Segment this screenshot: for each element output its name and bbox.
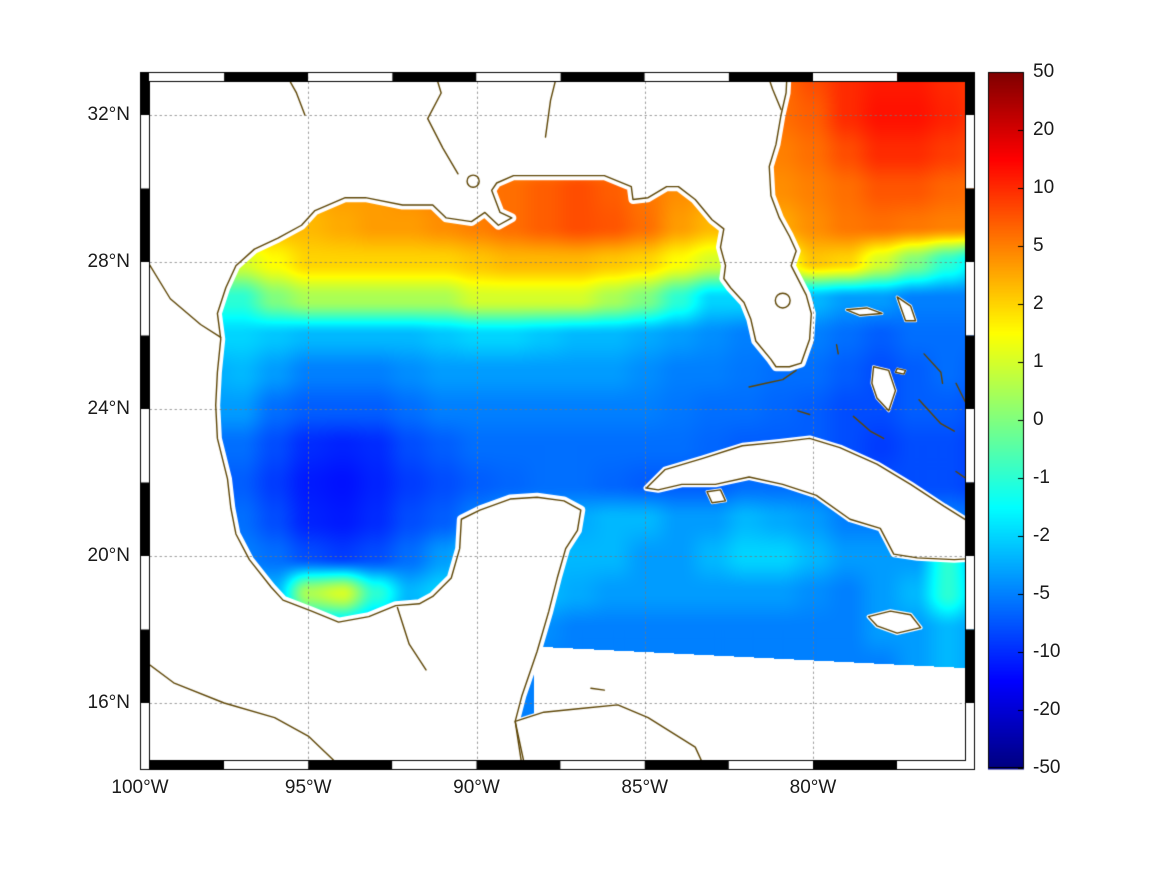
y-tick-label: 24°N [87, 398, 130, 419]
colorbar-tick-label: 20 [1033, 119, 1055, 140]
x-tick-label: 100°W [111, 777, 169, 798]
colorbar-tick-label: 1 [1033, 351, 1044, 372]
y-tick-label: 32°N [87, 104, 130, 125]
x-tick-label: 95°W [284, 777, 332, 798]
x-tick-label: 85°W [621, 777, 669, 798]
colorbar-tick-label: 2 [1033, 293, 1044, 314]
colorbar-tick-label: 5 [1033, 235, 1044, 256]
colorbar-tick-label: -2 [1033, 525, 1050, 546]
colorbar-tick-label: -10 [1033, 641, 1061, 662]
x-tick-label: 90°W [453, 777, 500, 798]
colorbar-tick-label: -20 [1033, 699, 1061, 720]
y-tick-label: 16°N [87, 692, 130, 713]
colorbar-tick-label: -50 [1033, 757, 1061, 778]
y-tick-label: 28°N [87, 251, 130, 272]
colorbar-tick-label: -1 [1033, 467, 1050, 488]
colorbar-tick-label: 10 [1033, 177, 1055, 198]
colorbar-tick-label: 0 [1033, 409, 1044, 430]
x-tick-label: 80°W [789, 777, 837, 798]
colorbar-tick-label: -5 [1033, 583, 1050, 604]
colorbar-tick-label: 50 [1033, 61, 1055, 82]
y-tick-label: 20°N [87, 545, 130, 566]
